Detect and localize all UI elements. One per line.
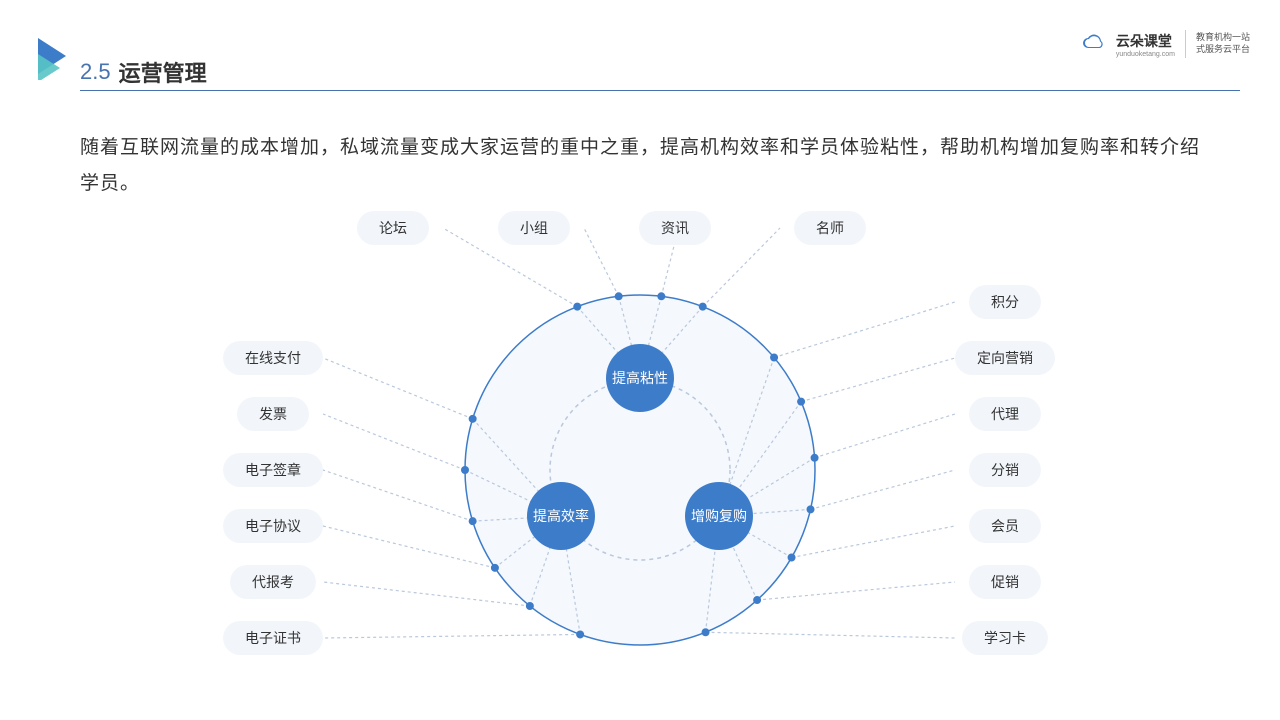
- feature-pill: 定向营销: [955, 341, 1055, 375]
- feature-pill: 代报考: [230, 565, 316, 599]
- feature-pill: 代理: [969, 397, 1041, 431]
- feature-pill: 小组: [498, 211, 570, 245]
- feature-pill: 电子证书: [223, 621, 323, 655]
- feature-pill: 资讯: [639, 211, 711, 245]
- feature-pill: 发票: [237, 397, 309, 431]
- feature-pill: 分销: [969, 453, 1041, 487]
- hub-node: 增购复购: [685, 482, 753, 550]
- feature-pill: 名师: [794, 211, 866, 245]
- hub-node: 提高粘性: [606, 344, 674, 412]
- hub-node: 提高效率: [527, 482, 595, 550]
- feature-pill: 促销: [969, 565, 1041, 599]
- feature-pill: 电子签章: [223, 453, 323, 487]
- feature-pill: 论坛: [357, 211, 429, 245]
- feature-pill: 在线支付: [223, 341, 323, 375]
- feature-pill: 积分: [969, 285, 1041, 319]
- feature-pill: 学习卡: [962, 621, 1048, 655]
- feature-pill: 电子协议: [223, 509, 323, 543]
- feature-pill: 会员: [969, 509, 1041, 543]
